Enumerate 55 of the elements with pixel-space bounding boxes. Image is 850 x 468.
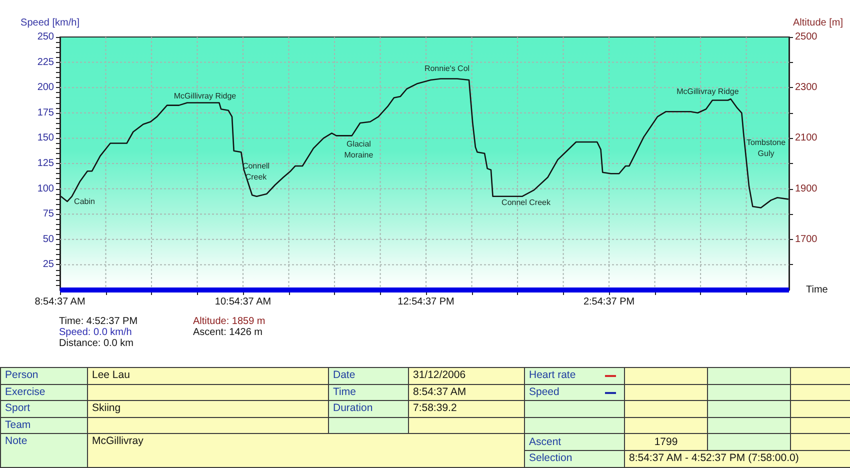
text: Speed: [529, 386, 560, 398]
text: Heart rate: [529, 369, 576, 382]
y2-tick-label: 2100: [795, 132, 818, 144]
y-tick-label: 225: [37, 56, 54, 68]
text: Altitude: 1859 m: [193, 316, 266, 328]
x-tick-label: 12:54:37 PM: [398, 296, 454, 308]
text: Lee Lau: [92, 369, 130, 382]
annotation: Glacial Moraine: [344, 140, 374, 160]
text: Distance: 0.0 km: [59, 338, 134, 350]
y2-tick-label: 2300: [795, 82, 818, 94]
y2-tick-label: 1900: [795, 183, 818, 194]
y-axis-title: Speed [km/h]: [20, 18, 80, 28]
text: 7:58:39.2: [413, 402, 457, 414]
y-tick-label: 100: [37, 183, 54, 194]
annotation: Connel Creek: [502, 198, 552, 207]
y2-tick-label: 1700: [795, 234, 818, 245]
text: Note: [5, 435, 28, 448]
text: Speed: 0.0 km/h: [59, 327, 132, 338]
annotation: Cabin: [74, 197, 95, 206]
y-tick-label: 50: [42, 234, 54, 245]
y-tick-label: 75: [42, 208, 54, 220]
y-tick-label: 200: [37, 82, 54, 94]
x-tick-label: 8:54:37 AM: [34, 296, 86, 308]
x-tick-label: 2:54:37 PM: [583, 296, 635, 308]
y-tick-label: 150: [37, 132, 54, 144]
text: Team: [5, 419, 31, 432]
y2-tick-label: 2500: [795, 32, 818, 42]
text: Ascent: [529, 436, 562, 448]
text: Duration: [333, 402, 373, 414]
text: Date: [333, 369, 356, 382]
annotation: McGillivray Ridge: [676, 87, 740, 96]
text: 8:54:37 AM - 4:52:37 PM (7:58:00.0): [629, 452, 799, 464]
y-tick-label: 250: [37, 32, 54, 42]
text: 8:54:37 AM: [413, 386, 466, 398]
text: Selection: [529, 452, 572, 464]
annotation: McGillivray Ridge: [174, 92, 237, 100]
text: 31/12/2006: [413, 369, 466, 382]
y-tick-label: 25: [42, 259, 54, 270]
text: 1799: [654, 436, 678, 448]
y-tick-label: 175: [37, 107, 54, 118]
y-tick-label: 125: [37, 158, 54, 169]
line-series: [60, 78, 790, 208]
x-axis-title: Time: [806, 284, 828, 296]
text: McGillivray: [92, 435, 144, 448]
text: Sport: [5, 402, 30, 414]
text: Time: 4:52:37 PM: [59, 316, 138, 328]
annotation: Tombstone Guly: [746, 138, 786, 158]
text: Ascent: 1426 m: [193, 327, 262, 339]
text: Time: [333, 386, 356, 398]
text: Skiing: [92, 402, 121, 414]
y2-axis-title: Altitude [m]: [793, 18, 844, 28]
x-tick-label: 10:54:37 AM: [214, 296, 272, 308]
text: Person: [5, 369, 38, 382]
annotation: Ronnie's Col: [424, 64, 470, 74]
text: Exercise: [5, 386, 46, 398]
